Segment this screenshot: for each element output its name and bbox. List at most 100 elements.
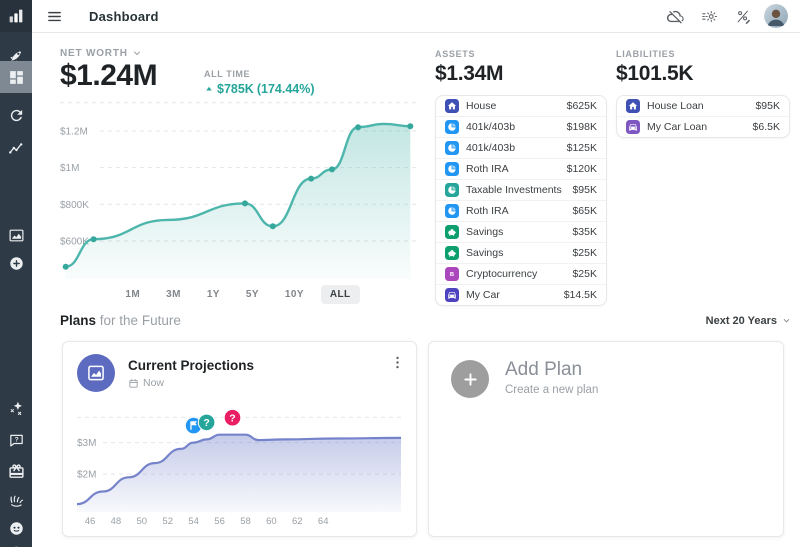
plan-marker-flag[interactable] bbox=[184, 416, 203, 435]
sidebar-item-refresh[interactable] bbox=[0, 99, 32, 131]
sidebar-item-sparkle[interactable] bbox=[0, 392, 32, 424]
hamburger-menu-icon[interactable] bbox=[46, 8, 63, 25]
liabilities-total: $101.5K bbox=[616, 62, 694, 85]
time-range-1m[interactable]: 1M bbox=[125, 289, 141, 300]
item-value: $95K bbox=[572, 184, 597, 196]
refresh-icon bbox=[8, 107, 25, 124]
item-name: House bbox=[466, 100, 497, 112]
all-time-label: ALL TIME bbox=[204, 69, 251, 79]
sidebar-item-trending[interactable] bbox=[0, 132, 32, 164]
plan-marker-question[interactable]: ? bbox=[223, 408, 242, 427]
sparkle-x-icon bbox=[8, 400, 25, 417]
item-name: My Car bbox=[466, 289, 500, 301]
item-value: $35K bbox=[572, 226, 597, 238]
asset-row[interactable]: B Cryptocurrency $25K bbox=[436, 264, 606, 285]
asset-row[interactable]: Roth IRA $65K bbox=[436, 201, 606, 222]
asset-row[interactable]: Savings $35K bbox=[436, 222, 606, 243]
plans-title-lead: Plans bbox=[60, 313, 97, 328]
svg-text:?: ? bbox=[229, 412, 235, 424]
asset-row[interactable]: 401k/403b $125K bbox=[436, 138, 606, 159]
sidebar-item-feedback[interactable]: ? bbox=[0, 424, 32, 456]
current-projections-card[interactable]: Current Projections Now $3M $2M 46 48 50 52 54… bbox=[62, 341, 417, 537]
item-name: Savings bbox=[466, 226, 504, 238]
svg-text:$2M: $2M bbox=[77, 470, 96, 481]
svg-text:$1.2M: $1.2M bbox=[60, 126, 88, 137]
asset-row[interactable]: House $625K bbox=[436, 96, 606, 117]
page-title: Dashboard bbox=[89, 8, 159, 24]
sidebar-item-hand[interactable] bbox=[0, 485, 32, 517]
pie-chart-icon bbox=[445, 141, 459, 155]
item-value: $25K bbox=[572, 247, 597, 259]
chevron-down-icon bbox=[131, 47, 143, 59]
time-range-5y[interactable]: 5Y bbox=[245, 289, 259, 300]
hand-gesture-icon bbox=[8, 493, 25, 510]
svg-text:48: 48 bbox=[111, 516, 122, 527]
user-avatar[interactable] bbox=[764, 4, 788, 28]
svg-text:58: 58 bbox=[240, 516, 251, 527]
chevron-down-icon bbox=[781, 315, 792, 326]
all-time-change-amount: $785K bbox=[217, 82, 254, 96]
liabilities-heading: LIABILITIES bbox=[616, 49, 676, 59]
item-value: $25K bbox=[572, 268, 597, 280]
svg-text:$1M: $1M bbox=[60, 163, 79, 174]
asset-row[interactable]: My Car $14.5K bbox=[436, 285, 606, 305]
trend-up-icon bbox=[204, 84, 214, 94]
app-logo-bars-icon[interactable] bbox=[0, 0, 32, 32]
sidebar-item-gift[interactable] bbox=[0, 455, 32, 487]
pie-chart-icon bbox=[445, 162, 459, 176]
sidebar-item-dashboard[interactable] bbox=[0, 61, 32, 93]
liability-row[interactable]: House Loan $95K bbox=[617, 96, 789, 117]
add-plan-card[interactable]: Add Plan Create a new plan bbox=[428, 341, 784, 537]
mascot-icon bbox=[8, 520, 25, 537]
kebab-menu-icon[interactable] bbox=[389, 354, 406, 371]
plans-title-rest: for the Future bbox=[99, 313, 181, 328]
item-name: 401k/403b bbox=[466, 121, 516, 133]
all-time-change: ALL TIME $785K (174.44%) bbox=[204, 69, 315, 96]
gift-icon bbox=[8, 463, 25, 480]
plans-range-dropdown[interactable]: Next 20 Years bbox=[706, 315, 792, 327]
sidebar-item-rocket[interactable] bbox=[0, 40, 32, 72]
sidebar-item-area-chart[interactable] bbox=[0, 219, 32, 251]
asset-row[interactable]: Roth IRA $120K bbox=[436, 159, 606, 180]
main-content: NET WORTH $1.24M ALL TIME $785K (174.44%… bbox=[32, 33, 800, 547]
pie-chart-icon bbox=[445, 204, 459, 218]
add-plan-subtitle: Create a new plan bbox=[505, 384, 599, 396]
svg-text:46: 46 bbox=[85, 516, 96, 527]
add-plan-plus-icon[interactable] bbox=[451, 360, 489, 398]
percent-edit-icon[interactable] bbox=[735, 8, 752, 25]
net-worth-chart: $1.2M $1M $800K $600K bbox=[60, 101, 416, 283]
bitcoin-icon: B bbox=[445, 267, 459, 281]
time-range-3m[interactable]: 3M bbox=[166, 289, 181, 300]
time-range-selector: 1M 3M 1Y 5Y 10Y ALL bbox=[60, 285, 416, 304]
all-time-change-percent: (174.44%) bbox=[256, 82, 315, 96]
settings-gear-icon[interactable] bbox=[701, 8, 718, 25]
asset-row[interactable]: Taxable Investments $95K bbox=[436, 180, 606, 201]
sidebar-item-add-circle[interactable] bbox=[0, 247, 32, 279]
net-worth-dropdown[interactable]: NET WORTH bbox=[60, 47, 143, 59]
house-icon bbox=[445, 99, 459, 113]
dashboard-grid-icon bbox=[8, 69, 25, 86]
assets-total: $1.34M bbox=[435, 62, 504, 85]
time-range-10y[interactable]: 10Y bbox=[284, 289, 304, 300]
sidebar-item-info[interactable] bbox=[0, 537, 32, 547]
item-name: Savings bbox=[466, 247, 504, 259]
projection-card-header: Current Projections Now bbox=[77, 354, 254, 392]
plans-title: Plans for the Future bbox=[60, 313, 181, 328]
projection-chart: $3M $2M 46 48 50 52 54 56 58 60 62 64?? bbox=[77, 400, 401, 528]
time-range-all[interactable]: ALL bbox=[320, 285, 360, 304]
net-worth-value: $1.24M bbox=[60, 59, 158, 92]
time-range-1y[interactable]: 1Y bbox=[206, 289, 220, 300]
item-name: My Car Loan bbox=[647, 121, 708, 133]
net-worth-label: NET WORTH bbox=[60, 47, 128, 59]
add-circle-icon bbox=[8, 255, 25, 272]
calendar-icon bbox=[128, 378, 139, 389]
svg-text:$800K: $800K bbox=[60, 200, 89, 211]
liability-row[interactable]: My Car Loan $6.5K bbox=[617, 117, 789, 137]
cloud-off-icon[interactable] bbox=[667, 8, 684, 25]
asset-row[interactable]: 401k/403b $198K bbox=[436, 117, 606, 138]
svg-text:52: 52 bbox=[162, 516, 173, 527]
plan-marker-question[interactable]: ? bbox=[197, 413, 216, 432]
svg-text:64: 64 bbox=[318, 516, 329, 527]
sidebar-item-mascot[interactable] bbox=[0, 512, 32, 544]
asset-row[interactable]: Savings $25K bbox=[436, 243, 606, 264]
